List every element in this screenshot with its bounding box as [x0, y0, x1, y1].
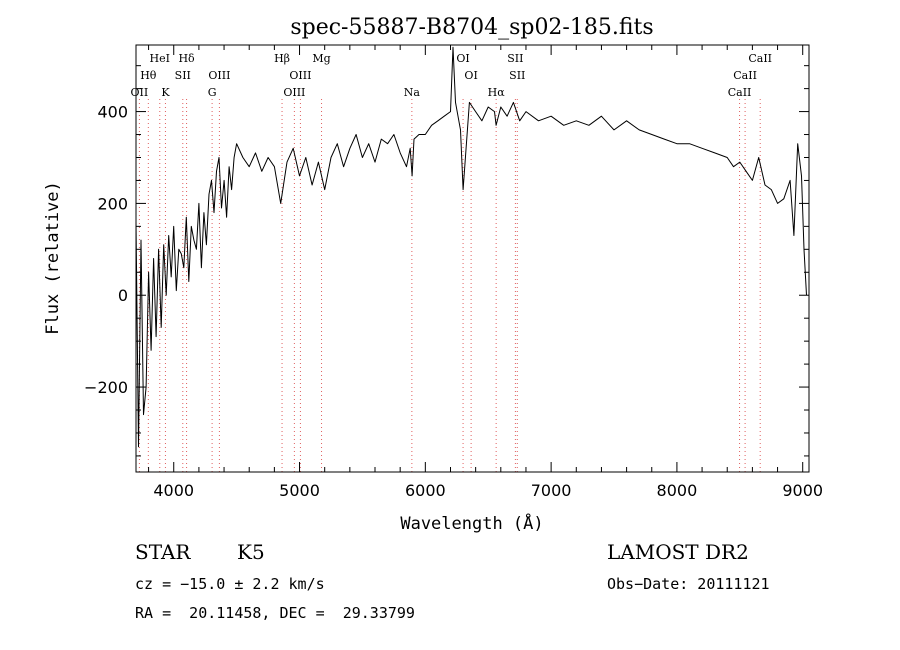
marker-label: OIII [289, 69, 311, 82]
x-axis-label: Wavelength (Å) [400, 512, 543, 534]
marker-label: CaII [728, 86, 752, 99]
marker-label: CaII [733, 69, 757, 82]
marker-label: Hδ [178, 52, 195, 65]
subclass-label: K5 [237, 540, 265, 564]
obs-date-readout: Obs−Date: 20111121 [607, 575, 770, 593]
x-tick-label: 5000 [279, 481, 320, 500]
marker-label: SII [509, 69, 525, 82]
class-label: STAR [135, 540, 191, 564]
marker-label: OIII [283, 86, 305, 99]
marker-label: OI [464, 69, 477, 82]
marker-label: Hβ [274, 52, 290, 65]
velocity-readout: cz = −15.0 ± 2.2 km/s [135, 575, 325, 593]
marker-label: CaII [748, 52, 772, 65]
survey-label: LAMOST DR2 [607, 540, 749, 564]
series-layer [135, 46, 807, 448]
y-tick-label: 200 [97, 194, 128, 213]
marker-label: OI [456, 52, 469, 65]
marker-label: Hθ [140, 69, 157, 82]
marker-label: Na [404, 86, 421, 99]
coordinates-readout: RA = 20.11458, DEC = 29.33799 [135, 604, 415, 622]
marker-label: Mg [312, 52, 330, 65]
x-tick-label: 4000 [153, 481, 194, 500]
x-tick-label: 9000 [782, 481, 823, 500]
x-tick-label: 8000 [657, 481, 698, 500]
chart-title: spec-55887-B8704_sp02-185.fits [290, 15, 653, 40]
marker-label: OII [131, 86, 149, 99]
marker-label: K [161, 86, 170, 99]
x-tick-label: 6000 [405, 481, 446, 500]
y-tick-label: 400 [97, 103, 128, 122]
plot-frame [135, 44, 810, 473]
marker-label: SII [175, 69, 191, 82]
marker-label: OIII [208, 69, 230, 82]
marker-label: Hα [488, 86, 506, 99]
line-marker-layer: OIIHθHeIKHδSIIGOIIIHβOIIIOIIIMgNaOIOIHαS… [131, 52, 772, 472]
y-axis-label: Flux (relative) [43, 181, 63, 335]
marker-label: G [208, 86, 217, 99]
axis-layer: 4000 5000 6000 7000 8000 9000 −200 0 200 400 [84, 45, 823, 500]
marker-label: SII [507, 52, 523, 65]
spectrum-line [135, 46, 807, 448]
y-tick-label: −200 [84, 378, 128, 397]
marker-label: HeI [150, 52, 170, 65]
x-tick-label: 7000 [531, 481, 572, 500]
y-tick-label: 0 [118, 286, 128, 305]
